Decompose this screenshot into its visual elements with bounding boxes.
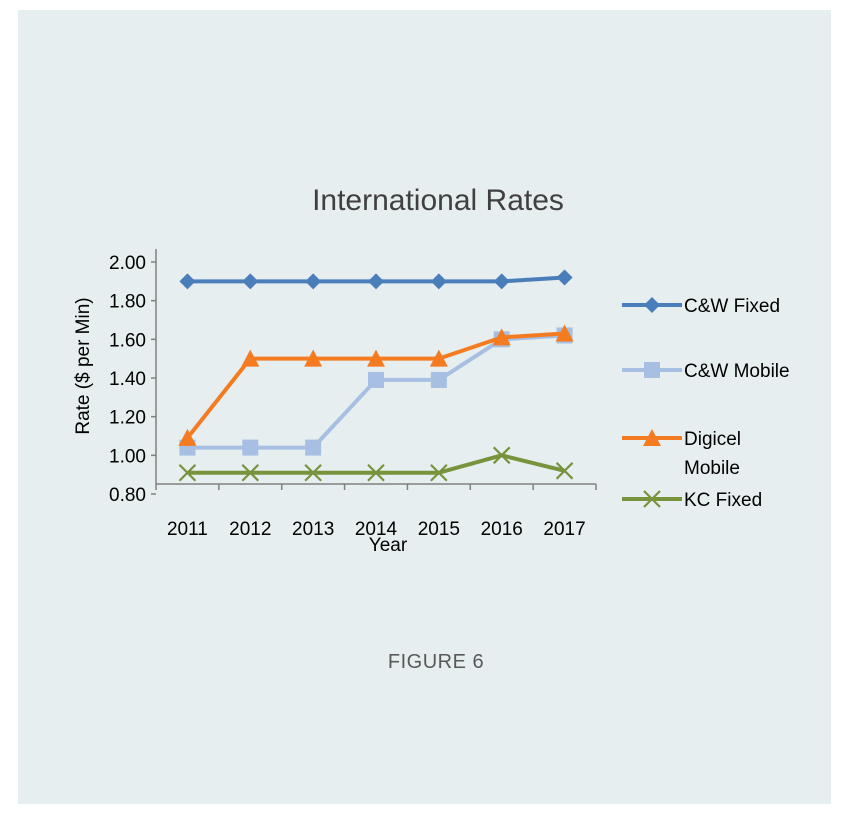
x-tick-label: 2017 bbox=[543, 519, 585, 540]
x-tick-label: 2014 bbox=[355, 519, 398, 540]
data-point bbox=[241, 349, 260, 367]
x-axis-ticks: 2011 2012 2013 2014 2015 2016 2017 bbox=[155, 484, 597, 540]
data-point bbox=[430, 463, 448, 482]
y-tick-label: 1.20 bbox=[109, 408, 146, 429]
legend-marker bbox=[643, 429, 661, 446]
x-tick-label: 2012 bbox=[229, 519, 271, 540]
data-point bbox=[179, 273, 196, 290]
line-chart: International Rates 0.80 1.00 1.20 1.40 1.60… bbox=[73, 184, 790, 673]
legend-item: C&W Mobile bbox=[622, 361, 790, 382]
legend: C&W Fixed C&W Mobile Digicel Mobile KC Fixed bbox=[622, 296, 790, 511]
data-point bbox=[241, 463, 260, 482]
data-point bbox=[430, 371, 447, 388]
legend-item: C&W Fixed bbox=[622, 296, 780, 317]
data-point bbox=[367, 463, 385, 482]
legend-label: C&W Mobile bbox=[684, 361, 790, 382]
x-axis-title: Year bbox=[369, 535, 408, 556]
data-point bbox=[242, 439, 259, 456]
y-tick-label: 1.40 bbox=[109, 369, 146, 390]
data-point bbox=[493, 273, 510, 290]
legend-label: Mobile bbox=[684, 458, 740, 479]
legend-label: C&W Fixed bbox=[684, 296, 780, 317]
series-group bbox=[178, 269, 574, 482]
series-line bbox=[187, 453, 566, 475]
x-tick-label: 2015 bbox=[418, 519, 460, 540]
y-axis-ticks: 0.80 1.00 1.20 1.40 1.60 1.80 2.00 bbox=[109, 253, 156, 506]
data-point bbox=[492, 328, 511, 346]
legend-item: KC Fixed bbox=[622, 490, 762, 511]
legend-marker bbox=[643, 490, 661, 508]
data-point bbox=[304, 463, 322, 482]
data-point bbox=[429, 349, 448, 367]
series-3 bbox=[178, 446, 574, 482]
y-axis-title: Rate ($ per Min) bbox=[73, 297, 94, 434]
data-point bbox=[242, 273, 259, 290]
legend-marker bbox=[644, 362, 660, 378]
data-point bbox=[304, 349, 323, 367]
data-point bbox=[430, 273, 447, 290]
data-point bbox=[492, 446, 511, 465]
data-point bbox=[305, 273, 322, 290]
x-tick-label: 2016 bbox=[481, 519, 523, 540]
legend-label: Digicel bbox=[684, 429, 741, 450]
chart-title: International Rates bbox=[312, 184, 564, 217]
data-point bbox=[368, 273, 384, 290]
data-point bbox=[367, 349, 385, 367]
y-tick-label: 0.80 bbox=[109, 485, 146, 506]
y-tick-label: 1.00 bbox=[109, 446, 146, 467]
y-tick-label: 2.00 bbox=[109, 253, 146, 274]
y-tick-label: 1.60 bbox=[109, 330, 146, 351]
data-point bbox=[305, 439, 322, 456]
data-point bbox=[368, 371, 384, 388]
data-point bbox=[556, 269, 573, 286]
data-point bbox=[178, 463, 197, 482]
x-tick-label: 2013 bbox=[292, 519, 334, 540]
x-tick-label: 2011 bbox=[167, 519, 208, 540]
series-2 bbox=[178, 324, 574, 446]
figure-panel: International Rates 0.80 1.00 1.20 1.40 1.60… bbox=[18, 10, 831, 804]
data-point bbox=[555, 324, 574, 342]
series-1 bbox=[179, 327, 573, 456]
legend-item: Digicel Mobile bbox=[622, 429, 741, 479]
plot-area: 0.801.001.201.401.601.802.00 2011 2012 201… bbox=[109, 249, 597, 540]
legend-label: KC Fixed bbox=[684, 490, 762, 511]
figure-caption: FIGURE 6 bbox=[388, 651, 484, 673]
data-point bbox=[555, 462, 574, 480]
data-point bbox=[178, 428, 197, 446]
legend-marker bbox=[644, 297, 660, 313]
y-tick-label: 1.80 bbox=[109, 292, 146, 313]
series-0 bbox=[179, 269, 573, 290]
